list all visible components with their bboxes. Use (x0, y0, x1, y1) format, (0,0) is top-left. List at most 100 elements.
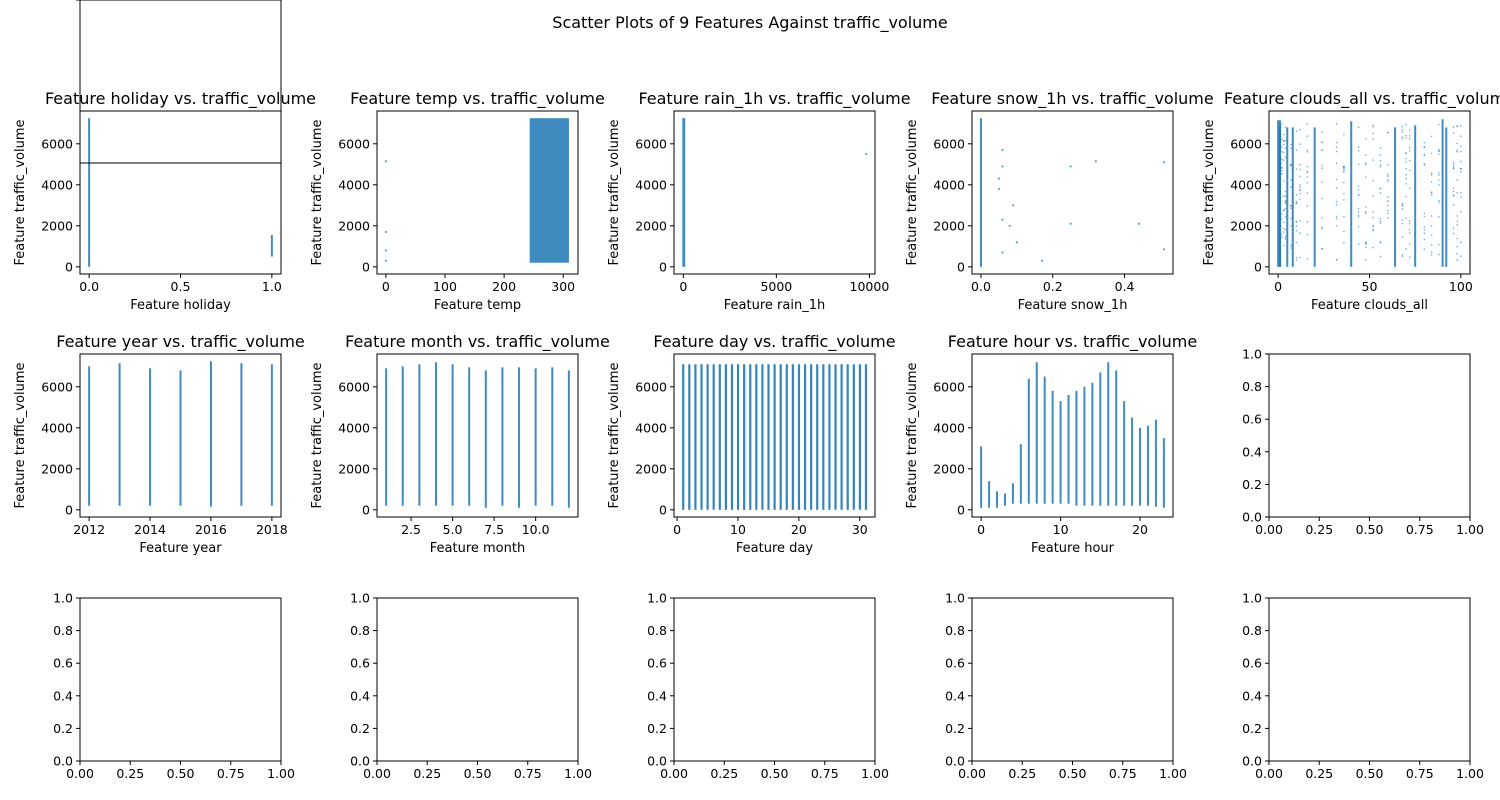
data-point (1001, 218, 1004, 221)
data-point (1365, 137, 1367, 140)
x-tick-label: 0.25 (710, 766, 738, 781)
y-axis-label: Feature traffic_volume (1202, 119, 1217, 265)
data-point (1306, 149, 1309, 151)
data-point (1306, 170, 1309, 173)
data-point (1137, 222, 1141, 225)
x-tick-label: 0.75 (1406, 766, 1434, 781)
data-point (1008, 224, 1011, 227)
y-tick-label: 0.8 (53, 0, 73, 3)
data-point (1430, 194, 1433, 196)
data-point (1295, 241, 1298, 244)
x-tick-label: 0.5 (171, 279, 191, 294)
data-point (1321, 181, 1323, 183)
data-point (1335, 200, 1338, 203)
data-point (1401, 219, 1404, 221)
data-point (1452, 163, 1455, 166)
y-tick-label: 0.4 (53, 0, 73, 3)
y-tick-label: 4000 (338, 177, 370, 192)
x-tick-label: 0.50 (1356, 522, 1384, 537)
data-point (1306, 257, 1309, 260)
y-tick-label: 2000 (635, 461, 667, 476)
y-axis-label: Feature traffic_volume (905, 362, 920, 508)
data-point (1438, 243, 1440, 246)
y-tick-label: 6000 (41, 136, 73, 151)
point-band (529, 118, 569, 263)
y-tick-label: 0.8 (945, 623, 965, 638)
y-tick-label: 6000 (635, 136, 667, 151)
data-point (1280, 233, 1283, 236)
data-point (1357, 243, 1360, 246)
y-tick-label: 0 (65, 502, 73, 517)
point-band (724, 364, 727, 510)
data-point (1282, 180, 1285, 182)
data-point (1357, 185, 1360, 187)
data-point (1357, 146, 1360, 148)
data-point (1343, 241, 1345, 244)
x-tick-label: 30 (852, 522, 868, 537)
y-tick-label: 0 (659, 259, 667, 274)
x-tick-label: 10.0 (522, 522, 550, 537)
data-point (1423, 238, 1426, 241)
data-point (1460, 191, 1462, 194)
y-tick-label: 0.4 (945, 688, 965, 703)
axes-frame (971, 353, 1174, 518)
x-axis-label: Feature day (736, 541, 813, 556)
data-point (1408, 232, 1411, 234)
data-point (1306, 135, 1309, 137)
data-point (1452, 227, 1455, 230)
data-point (1299, 128, 1301, 131)
x-tick-label: 0 (673, 522, 681, 537)
point-band (434, 362, 437, 506)
data-point (1430, 181, 1433, 184)
subplot-15: 0.00 0.25 0.50 0.75 1.00 0.0 0.2 0.4 0.6 0.8 1.0 (1242, 591, 1484, 782)
y-tick-label: 0.2 (53, 721, 73, 736)
data-point (1372, 246, 1374, 249)
x-tick-label: 2.5 (401, 522, 421, 537)
subplot-title: Feature month vs. traffic_volume (345, 332, 610, 352)
figure-title: Scatter Plots of 9 Features Against traf… (552, 13, 948, 32)
x-tick-label: 0.0 (971, 279, 991, 294)
data-point (1408, 256, 1411, 259)
data-point (1012, 204, 1015, 207)
data-point (1430, 244, 1433, 246)
y-tick-label: 0 (659, 502, 667, 517)
y-tick-label: 1.0 (647, 591, 667, 606)
x-tick-label: 0.25 (116, 766, 144, 781)
x-tick-label: 2012 (73, 522, 105, 537)
subplot-1: 0.0 0.5 1.0 0 2000 4000 6000 Feature holiday vs… (13, 89, 316, 313)
point-band (980, 446, 983, 508)
data-point (1321, 167, 1323, 170)
data-point (1456, 237, 1459, 240)
point-band (822, 364, 825, 510)
data-point (1299, 163, 1301, 166)
y-tick-label: 6000 (1230, 136, 1262, 151)
data-point (1280, 123, 1283, 125)
point-band (1067, 395, 1070, 504)
point-band (712, 364, 715, 510)
point-band (834, 364, 837, 510)
data-point (1408, 220, 1411, 222)
point-band (501, 367, 504, 506)
data-point (1306, 171, 1309, 174)
data-point (1386, 200, 1389, 202)
data-point (1306, 165, 1309, 168)
point-band (451, 364, 454, 506)
data-point (1280, 167, 1283, 170)
data-point (1069, 165, 1072, 168)
x-tick-label: 0.75 (217, 766, 245, 781)
axes-frame (376, 110, 579, 275)
y-tick-label: 0.6 (1242, 412, 1262, 427)
data-point (1295, 202, 1298, 205)
data-point (1343, 133, 1345, 136)
data-point (1423, 226, 1426, 228)
data-point (1290, 178, 1292, 181)
y-tick-label: 6000 (41, 379, 73, 394)
data-point (1438, 216, 1440, 218)
axes-frame (673, 110, 876, 275)
point-band (1286, 127, 1289, 267)
data-point (1290, 217, 1292, 220)
data-point (1284, 238, 1287, 240)
data-point (1405, 161, 1407, 163)
data-point (384, 259, 387, 262)
data-point (1423, 153, 1426, 155)
